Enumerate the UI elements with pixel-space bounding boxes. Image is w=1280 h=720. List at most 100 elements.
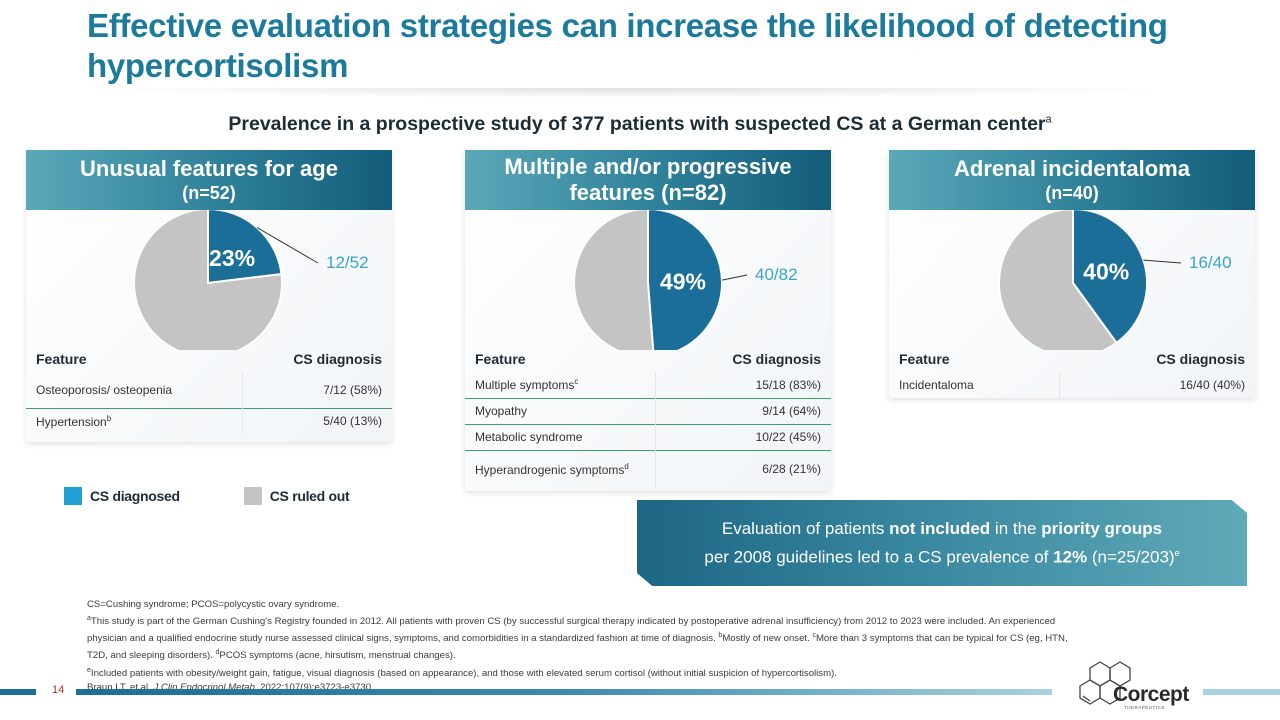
callout-emphasis: 12% [1053, 547, 1088, 567]
pie-fraction-label: 16/40 [1189, 253, 1232, 272]
feature-table: Feature CS diagnosis Incidentaloma 16/40 (… [889, 350, 1255, 398]
table-row: Multiple symptomsc 15/18 (83%) [465, 372, 831, 398]
pie-fraction-label: 12/52 [326, 253, 369, 272]
feature-table: Feature CS diagnosis Osteoporosis/ osteop… [26, 350, 392, 434]
feature-label: Incidentaloma [899, 378, 974, 392]
logo-wordmark: Corcept [1113, 683, 1189, 706]
pie-slice-ruled-out [573, 210, 655, 350]
footnote-marker: a [87, 615, 91, 622]
table-cell-feature: Myopathy [465, 397, 655, 424]
footnote-body: aThis study is part of the German Cushin… [87, 612, 1077, 664]
footnote-text: More than 3 symptoms that can be typical… [87, 633, 1068, 662]
pie-percent-label: 40% [1083, 259, 1129, 285]
table-header-diagnosis: CS diagnosis [293, 351, 382, 367]
footnote-marker: c [574, 377, 579, 387]
callout-text: (n=25/203) [1087, 547, 1175, 567]
footnote-abbreviations: CS=Cushing syndrome; PCOS=polycystic ova… [87, 599, 340, 610]
panel-unusual-features: Unusual features for age (n=52) 23% 12/52… [26, 150, 392, 442]
leader-line [1143, 259, 1182, 264]
footnote-marker: c [812, 632, 816, 640]
footnotes: CS=Cushing syndrome; PCOS=polycystic ova… [87, 598, 1077, 695]
table-row: Hypertensionb 5/40 (13%) [26, 407, 392, 434]
feature-label: Myopathy [475, 404, 528, 418]
chart-legend: CS diagnosed CS ruled out [64, 487, 413, 505]
panel-header-n: (n=52) [182, 183, 236, 203]
table-header-feature: Feature [899, 351, 950, 367]
subtitle-footnote-marker: a [1045, 113, 1052, 126]
pie-chart: 49% 40/82 [573, 210, 798, 350]
table-row: Myopathy 9/14 (64%) [465, 397, 831, 424]
table-header-feature: Feature [36, 351, 87, 367]
subtitle-text: Prevalence in a prospective study of 377… [228, 113, 1046, 135]
pie-slice-diagnosed [207, 210, 283, 285]
panel-multiple-features: Multiple and/or progressive features (n=… [465, 150, 831, 491]
legend-label: CS diagnosed [90, 488, 180, 504]
reference-citation: 2022;107(9):e3723-e3730. [257, 681, 374, 693]
slide-subtitle: Prevalence in a prospective study of 377… [0, 113, 1280, 136]
footer-bar-right [1203, 689, 1280, 695]
legend-item-ruled-out: CS ruled out [243, 487, 350, 505]
table-cell-value: 15/18 (83%) [654, 372, 831, 398]
table-cell-value: 9/14 (64%) [654, 397, 831, 424]
table-cell-value: 5/40 (13%) [241, 407, 392, 434]
leader-line [721, 274, 748, 281]
table-cell-feature: Metabolic syndrome [465, 423, 655, 450]
panel-header-title: Unusual features for age [80, 156, 338, 181]
feature-table: Feature CS diagnosis Multiple symptomsc 15… [465, 350, 831, 488]
panel-header: Multiple and/or progressive features (n=… [465, 150, 831, 210]
key-finding-callout: Evaluation of patients not included in t… [637, 500, 1247, 586]
pie-slice-ruled-out [998, 210, 1118, 350]
title-divider [80, 88, 1180, 98]
table-header-feature: Feature [475, 351, 526, 367]
feature-label: Metabolic syndrome [475, 430, 583, 444]
table-cell-feature: Multiple symptomsc [465, 372, 655, 398]
page-number: 14 [52, 684, 65, 696]
table-cell-value: 7/12 (58%) [241, 372, 392, 408]
pie-fraction-label: 40/82 [755, 265, 798, 284]
footnote-text: Mostly of new onset. [722, 633, 813, 645]
footnote-marker: b [718, 632, 723, 640]
table-header-row: Feature CS diagnosis [889, 350, 1255, 372]
callout-text: per 2008 guidelines led to a CS prevalen… [704, 547, 1054, 567]
footnote-text: PCOS symptoms (acne, hirsutism, menstrua… [219, 650, 456, 662]
footnote-marker: d [624, 461, 629, 471]
table-row: Osteoporosis/ osteopenia 7/12 (58%) [26, 372, 392, 408]
slide-title: Effective evaluation strategies can incr… [87, 7, 1168, 84]
table-row: Hyperandrogenic symptomsd 6/28 (21%) [465, 449, 831, 488]
footnote-marker: e [1174, 548, 1180, 559]
callout-emphasis: not included [889, 519, 991, 539]
pie-slice-diagnosed [1072, 210, 1148, 345]
table-cell-value: 6/28 (21%) [654, 449, 831, 488]
footnote-text: This study is part of the German Cushing… [87, 616, 1056, 645]
table-cell-feature: Incidentaloma [889, 372, 1060, 398]
pie-percent-label: 23% [209, 245, 255, 271]
footnote-e: eIncluded patients with obesity/weight g… [87, 664, 1077, 681]
table-cell-feature: Osteoporosis/ osteopenia [26, 372, 242, 408]
footnote-text: Included patients with obesity/weight ga… [90, 667, 837, 679]
reference-journal: J Clin Endocrinol Metab. [153, 681, 258, 693]
pie-chart: 23% 12/52 [133, 210, 369, 350]
legend-item-diagnosed: CS diagnosed [64, 487, 180, 505]
legend-swatch-ruled-out [243, 487, 262, 505]
callout-line-2: per 2008 guidelines led to a CS prevalen… [637, 541, 1247, 570]
pie-area: 23% 12/52 [26, 210, 392, 350]
legend-label: CS ruled out [269, 488, 350, 504]
table-cell-feature: Hyperandrogenic symptomsd [465, 449, 655, 488]
feature-label: Osteoporosis/ osteopenia [36, 382, 173, 397]
pie-slice-ruled-out [133, 210, 283, 350]
logo-subtitle: THERAPEUTICS [1124, 705, 1165, 710]
leader-line [256, 227, 319, 264]
panel-header-n: (n=40) [1045, 183, 1099, 203]
panel-header-title: Multiple and/or progressive [504, 154, 792, 179]
panel-header: Adrenal incidentaloma (n=40) [889, 150, 1255, 210]
callout-line-1: Evaluation of patients not included in t… [637, 516, 1247, 541]
panel-header-title: Adrenal incidentaloma [954, 156, 1190, 181]
callout-text: in the [990, 519, 1042, 539]
table-cell-value: 16/40 (40%) [1059, 372, 1255, 398]
table-row: Incidentaloma 16/40 (40%) [889, 372, 1255, 398]
table-header-diagnosis: CS diagnosis [1156, 351, 1245, 367]
pie-area: 49% 40/82 [465, 210, 831, 350]
callout-emphasis: priority groups [1041, 519, 1163, 539]
table-header-diagnosis: CS diagnosis [732, 351, 821, 367]
feature-label: Hyperandrogenic symptoms [475, 462, 625, 477]
